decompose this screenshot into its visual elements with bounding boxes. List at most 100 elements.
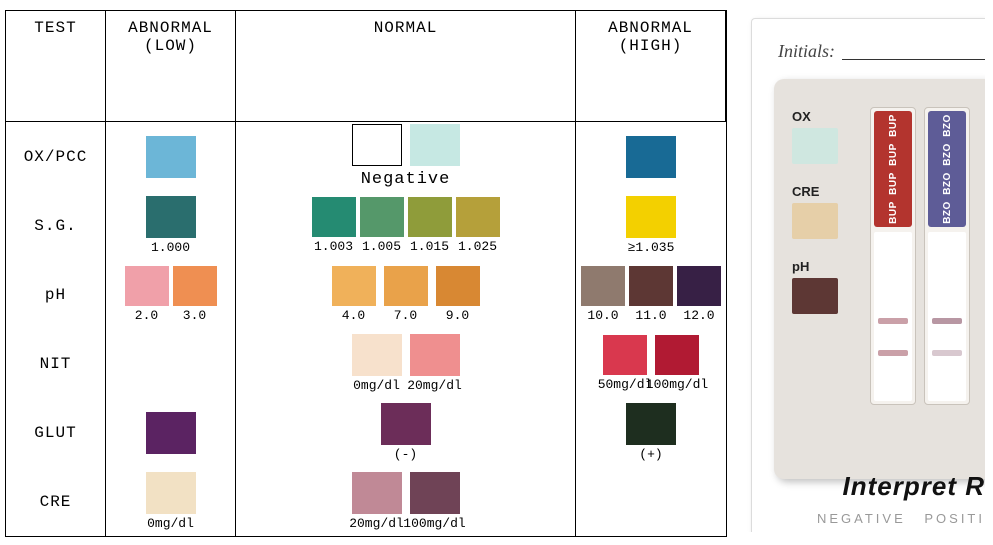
table-cell: NIT — [6, 329, 105, 398]
col-header-low: ABNORMAL (LOW) — [106, 11, 236, 122]
color-chip: 100mg/dl — [655, 335, 699, 392]
table-cell — [576, 122, 726, 191]
strip-head-text: BUP — [888, 201, 899, 224]
table-cell — [576, 467, 726, 536]
chip-label: 10.0 — [587, 308, 618, 323]
test-name: S.G. — [34, 217, 76, 235]
swatch-line: 4.07.09.0 — [332, 266, 480, 323]
chip-label: 100mg/dl — [646, 377, 708, 392]
color-chip — [410, 124, 460, 166]
color-swatch — [677, 266, 721, 306]
strip-head-text: BZO — [941, 114, 952, 137]
swatch-line — [146, 136, 196, 178]
swatch-line — [146, 412, 196, 454]
color-chip: (+) — [626, 403, 676, 462]
swatch-line: (-) — [381, 403, 431, 462]
color-swatch — [408, 197, 452, 237]
cassette-panel: Initials: OXCREpH BUPBUPBUPBUPBZOBZOBZOB… — [745, 12, 985, 532]
color-swatch — [384, 266, 428, 306]
sv-column: OXCREpH — [792, 109, 852, 334]
swatch-line: 0mg/dl 20mg/dl — [352, 334, 460, 393]
color-chip: 2.0 — [125, 266, 169, 323]
table-cell: 20mg/dl100mg/dl — [236, 467, 575, 536]
strip-head-text: BZO — [941, 172, 952, 195]
chip-label: 20mg/dl — [407, 378, 462, 393]
chip-label: 50mg/dl — [598, 377, 653, 392]
color-chip — [626, 136, 676, 178]
col-header-normal: NORMAL — [236, 11, 576, 122]
table-cell: (-) — [236, 398, 575, 467]
color-chip: 1.003 — [312, 197, 356, 254]
interpret-title: Interpret R — [843, 471, 985, 502]
strip-head-text: BUP — [888, 143, 899, 166]
swatch-line: 50mg/dl100mg/dl — [603, 335, 699, 392]
color-swatch — [352, 334, 402, 376]
chip-label: 2.0 — [135, 308, 158, 323]
color-swatch — [410, 124, 460, 166]
table-cell: OX/PCC — [6, 122, 105, 191]
color-swatch — [581, 266, 625, 306]
color-swatch — [173, 266, 217, 306]
chip-label: 11.0 — [635, 308, 666, 323]
table-cell: 1.000 — [106, 191, 235, 260]
strip-head-text: BUP — [888, 172, 899, 195]
strip-result-line — [878, 318, 908, 324]
sv-swatch — [792, 128, 838, 164]
table-cell: 10.0 11.0 12.0 — [576, 260, 726, 329]
color-swatch — [436, 266, 480, 306]
color-chip — [146, 136, 196, 178]
table-cell: GLUT — [6, 398, 105, 467]
swatch-line: 1.0031.0051.0151.025 — [312, 197, 500, 254]
test-name: pH — [45, 286, 66, 304]
color-chip: 20mg/dl — [410, 334, 460, 393]
sv-label: pH — [792, 259, 852, 274]
table-cell: ≥1.035 — [576, 191, 726, 260]
table-cell: 4.07.09.0 — [236, 260, 575, 329]
table-cell: Negative — [236, 122, 575, 191]
chip-label: 20mg/dl — [349, 516, 404, 531]
color-swatch — [626, 403, 676, 445]
chip-label: 1.003 — [314, 239, 353, 254]
color-chip: 1.000 — [146, 196, 196, 255]
swatch-line: 0mg/dl — [146, 472, 196, 531]
sv-label: CRE — [792, 184, 852, 199]
chip-label: 1.025 — [458, 239, 497, 254]
chip-label: 0mg/dl — [147, 516, 194, 531]
chip-label: (+) — [639, 447, 662, 462]
color-chip: 9.0 — [436, 266, 480, 323]
color-swatch — [603, 335, 647, 375]
strip-body — [928, 232, 966, 401]
color-swatch — [352, 472, 402, 514]
table-cell: pH — [6, 260, 105, 329]
strip-head-text: BZO — [941, 201, 952, 224]
strip-result-line — [932, 318, 962, 324]
table-cell: S.G. — [6, 191, 105, 260]
swatch-line: (+) — [626, 403, 676, 462]
strip-result-line — [878, 350, 908, 356]
test-name: NIT — [40, 355, 72, 373]
drug-strip: BUPBUPBUPBUP — [870, 107, 916, 405]
swatch-line — [626, 136, 676, 178]
table-cell: 0mg/dl — [106, 467, 235, 536]
color-chip — [352, 124, 402, 166]
sv-item: pH — [792, 259, 852, 314]
test-name: GLUT — [34, 424, 76, 442]
sv-swatch — [792, 278, 838, 314]
color-swatch — [352, 124, 402, 166]
table-cell: CRE — [6, 467, 105, 536]
chip-label: 12.0 — [683, 308, 714, 323]
swatch-line — [352, 124, 460, 166]
color-swatch — [655, 335, 699, 375]
chip-label: 1.015 — [410, 239, 449, 254]
color-swatch — [410, 334, 460, 376]
col-test: OX/PCC S.G. pH NIT GLUT CRE — [6, 122, 106, 536]
table-cell — [106, 398, 235, 467]
table-cell — [106, 122, 235, 191]
chip-label: 0mg/dl — [353, 378, 400, 393]
initials-line — [842, 59, 985, 60]
col-header-test: TEST — [6, 11, 106, 122]
color-swatch — [381, 403, 431, 445]
color-swatch — [410, 472, 460, 514]
col-high: ≥1.035 10.0 11.0 12.0 50mg/dl100mg/dl (+) — [576, 122, 726, 536]
chip-label: 3.0 — [183, 308, 206, 323]
